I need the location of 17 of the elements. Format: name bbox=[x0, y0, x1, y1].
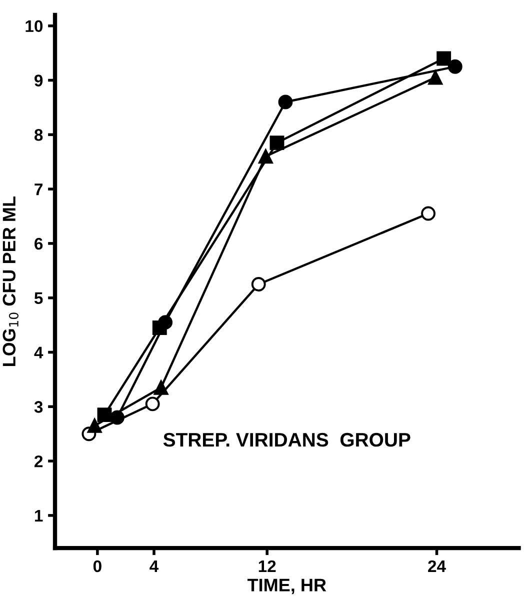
y-axis-title: LOG$_{10}$ CFU PER ML bbox=[2, 196, 18, 366]
x-tick-label: 24 bbox=[428, 560, 446, 572]
y-tick-label: 7 bbox=[34, 184, 42, 196]
x-axis-title: TIME, HR bbox=[247, 578, 326, 594]
y-tick-label: 9 bbox=[34, 74, 43, 86]
y-tick-label: 10 bbox=[26, 20, 43, 32]
x-tick-label: 12 bbox=[258, 560, 276, 572]
y-tick-label: 2 bbox=[34, 455, 43, 468]
x-tick-label: 4 bbox=[150, 560, 159, 572]
y-tick-label: 1 bbox=[34, 510, 43, 522]
y-tick-label: 5 bbox=[34, 292, 43, 304]
y-tick-label: 3 bbox=[34, 401, 43, 413]
y-tick-label: 6 bbox=[34, 238, 43, 250]
y-tick-label: 8 bbox=[34, 129, 43, 141]
x-tick-label: 0 bbox=[93, 560, 102, 572]
annotation: STREP. VIRIDANS GROUP bbox=[163, 432, 410, 447]
y-tick-label: 4 bbox=[34, 346, 44, 358]
